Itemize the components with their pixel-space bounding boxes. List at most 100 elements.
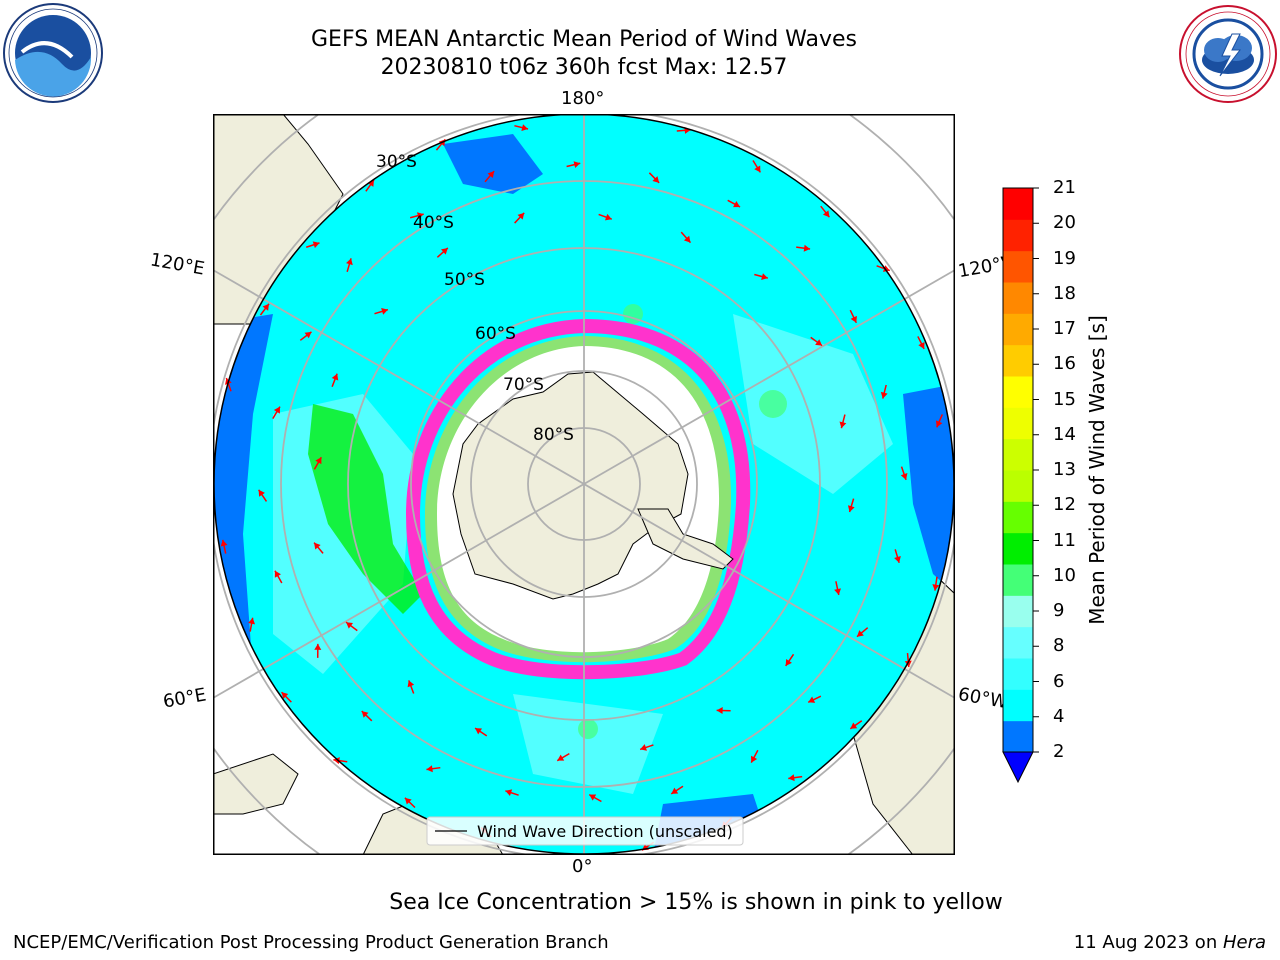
lat-label-40s: 40°S xyxy=(413,213,454,233)
map-title: GEFS MEAN Antarctic Mean Period of Wind … xyxy=(311,27,857,52)
wind-arrow-head xyxy=(331,373,339,381)
colorbar-block xyxy=(1003,564,1033,596)
colorbar-block xyxy=(1003,720,1033,753)
colorbar-tick-label: 19 xyxy=(1053,247,1076,269)
colorbar-block xyxy=(1003,250,1033,283)
wind-arrow-head xyxy=(312,241,320,249)
colorbar-block xyxy=(1003,470,1033,502)
colorbar-block xyxy=(1003,438,1033,471)
lon-label-180: 180° xyxy=(561,88,605,109)
wind-arrow-head xyxy=(839,421,847,429)
wind-arrow-head xyxy=(834,588,841,595)
wind-arrow-head xyxy=(822,210,830,218)
wind-arrow-head xyxy=(935,420,943,428)
colorbar-tick-label: 20 xyxy=(1053,212,1076,234)
sea-ice-note-text: Sea Ice Concentration > 15% is shown in … xyxy=(389,890,1003,915)
wind-arrow-head xyxy=(683,235,691,243)
legend: Wind Wave Direction (unscaled) xyxy=(426,816,744,846)
colorbar-tick-labels: 21 20 19 18 17 16 15 14 13 12 11 10 9 8 6 4 2 xyxy=(1053,177,1093,790)
lat-label-50s: 50°S xyxy=(444,270,485,290)
colorbar-blocks xyxy=(1003,188,1033,753)
wind-arrow-head xyxy=(604,213,612,221)
colorbar-block xyxy=(1003,188,1033,220)
credit-host: Hera xyxy=(1222,932,1266,953)
colorbar-label: Mean Period of Wind Waves [s] xyxy=(1085,315,1109,625)
colorbar-tick-label: 8 xyxy=(1053,635,1065,657)
wind-arrow-head xyxy=(652,176,660,183)
wind-arrow-head xyxy=(733,201,741,208)
wind-arrow-head xyxy=(856,630,864,637)
wind-arrow-head xyxy=(521,124,529,131)
colorbar-tick-label: 4 xyxy=(1053,705,1065,727)
lat-label-80s: 80°S xyxy=(533,425,574,445)
wind-arrow-head xyxy=(505,789,513,797)
wind-arrow-head xyxy=(426,765,433,773)
wind-arrow-head xyxy=(904,660,912,667)
wind-arrow-head xyxy=(882,265,890,272)
wind-arrow-head xyxy=(815,339,823,346)
wind-arrow-head xyxy=(750,755,758,763)
colorbar-block xyxy=(1003,532,1033,565)
wind-arrow-head xyxy=(367,179,374,187)
wind-arrow-head xyxy=(754,165,761,173)
wind-arrow-head xyxy=(346,258,353,266)
wind-arrow-head xyxy=(262,303,269,311)
credit-left: NCEP/EMC/Verification Post Processing Pr… xyxy=(13,932,609,953)
wind-arrow-head xyxy=(487,171,495,179)
wind-arrow-head xyxy=(850,722,858,729)
wind-arrow-head xyxy=(333,757,340,765)
colorbar-extend-arrow xyxy=(1002,751,1034,784)
wind-arrow-head xyxy=(788,774,795,782)
wind-arrow-head xyxy=(248,617,256,625)
colorbar-tick-label: 21 xyxy=(1053,177,1076,198)
legend-label: Wind Wave Direction (unscaled) xyxy=(477,822,733,841)
colorbar-tick-label: 18 xyxy=(1053,282,1076,304)
wind-arrow-head xyxy=(557,754,565,761)
wind-arrow-head xyxy=(361,711,369,718)
wind-arrow-head xyxy=(407,680,415,688)
wind-arrow-head xyxy=(281,692,289,699)
colorbar-tick-label: 15 xyxy=(1053,388,1076,410)
wind-arrow-head xyxy=(880,391,888,399)
high-period-region xyxy=(308,404,423,614)
wind-arrow-head xyxy=(416,212,424,220)
colorbar-tick-label: 12 xyxy=(1053,494,1076,516)
wind-arrow-head xyxy=(900,473,908,480)
colorbar-block xyxy=(1003,376,1033,408)
longitude-grid xyxy=(213,114,955,855)
wind-arrow-head xyxy=(258,489,265,497)
colorbar-tick-label: 9 xyxy=(1053,600,1065,621)
lat-label-70s: 70°S xyxy=(503,375,544,395)
colorbar-block xyxy=(1003,689,1033,722)
colorbar-tick-label: 6 xyxy=(1053,670,1065,692)
colorbar-block xyxy=(1003,282,1033,314)
wind-arrow-head xyxy=(640,744,647,751)
nws-logo xyxy=(1179,5,1277,103)
colorbar-block xyxy=(1003,313,1033,346)
wind-arrows xyxy=(220,124,943,851)
wind-arrow-head xyxy=(785,658,792,666)
lon-label-120e: 120°E xyxy=(148,249,207,280)
wind-arrow-head xyxy=(273,406,280,414)
wind-arrow-head xyxy=(315,457,322,465)
lat-label-60s: 60°S xyxy=(475,324,516,344)
sea-ice-note: Sea Ice Concentration > 15% is shown in … xyxy=(0,890,1280,915)
wind-arrow-head xyxy=(918,342,925,349)
wind-arrow-head xyxy=(304,331,312,339)
noaa-logo xyxy=(3,3,103,103)
wind-arrow-head xyxy=(589,794,597,801)
sea-ice-edge xyxy=(405,318,751,680)
colorbar-tick-label: 10 xyxy=(1053,564,1076,586)
wind-arrow-head xyxy=(761,273,768,280)
map-frame xyxy=(213,114,955,855)
polar-map: Wind Wave Direction (unscaled) xyxy=(213,114,955,855)
lon-label-0: 0° xyxy=(572,856,593,877)
wind-arrow-head xyxy=(847,505,855,513)
lon-label-60e: 60°E xyxy=(161,684,208,713)
credit-date: 11 Aug 2023 on xyxy=(1073,932,1223,953)
wind-arrow-head xyxy=(475,728,483,735)
colorbar-tick-label: 17 xyxy=(1053,318,1076,339)
wind-arrow-head xyxy=(404,797,412,805)
wind-arrow-head xyxy=(517,212,525,220)
colorbar-tick-label: 11 xyxy=(1053,529,1076,551)
